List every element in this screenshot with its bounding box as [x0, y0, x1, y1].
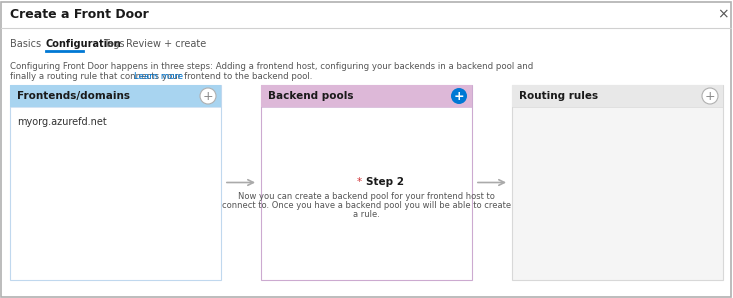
Text: Basics: Basics — [10, 39, 41, 49]
Text: Configuring Front Door happens in three steps: Adding a frontend host, configuri: Configuring Front Door happens in three … — [10, 62, 533, 71]
Text: *: * — [357, 177, 366, 187]
Text: myorg.azurefd.net: myorg.azurefd.net — [17, 117, 107, 127]
FancyBboxPatch shape — [10, 85, 221, 107]
Circle shape — [702, 88, 718, 104]
Text: Now you can create a backend pool for your frontend host to: Now you can create a backend pool for yo… — [238, 192, 495, 201]
FancyBboxPatch shape — [261, 85, 472, 107]
Circle shape — [451, 88, 467, 104]
Text: finally a routing rule that connects your frontend to the backend pool.: finally a routing rule that connects you… — [10, 72, 312, 81]
Text: Step 2: Step 2 — [366, 177, 403, 187]
Text: connect to. Once you have a backend pool you will be able to create: connect to. Once you have a backend pool… — [222, 201, 511, 210]
Text: a rule.: a rule. — [353, 210, 380, 219]
FancyBboxPatch shape — [261, 85, 472, 280]
Text: Review + create: Review + create — [126, 39, 206, 49]
Text: Frontends/domains: Frontends/domains — [17, 91, 130, 101]
Text: Create a Front Door: Create a Front Door — [10, 7, 149, 21]
Circle shape — [200, 88, 216, 104]
Text: +: + — [704, 89, 715, 103]
Text: Configuration: Configuration — [46, 39, 122, 49]
Text: Learn more: Learn more — [134, 72, 183, 81]
Text: Tags: Tags — [103, 39, 125, 49]
FancyBboxPatch shape — [512, 85, 723, 280]
Text: ×: × — [717, 7, 729, 21]
Text: Backend pools: Backend pools — [268, 91, 353, 101]
Text: Routing rules: Routing rules — [519, 91, 598, 101]
Text: +: + — [203, 89, 213, 103]
FancyBboxPatch shape — [10, 85, 221, 280]
Text: +: + — [454, 89, 464, 103]
FancyBboxPatch shape — [512, 85, 723, 107]
